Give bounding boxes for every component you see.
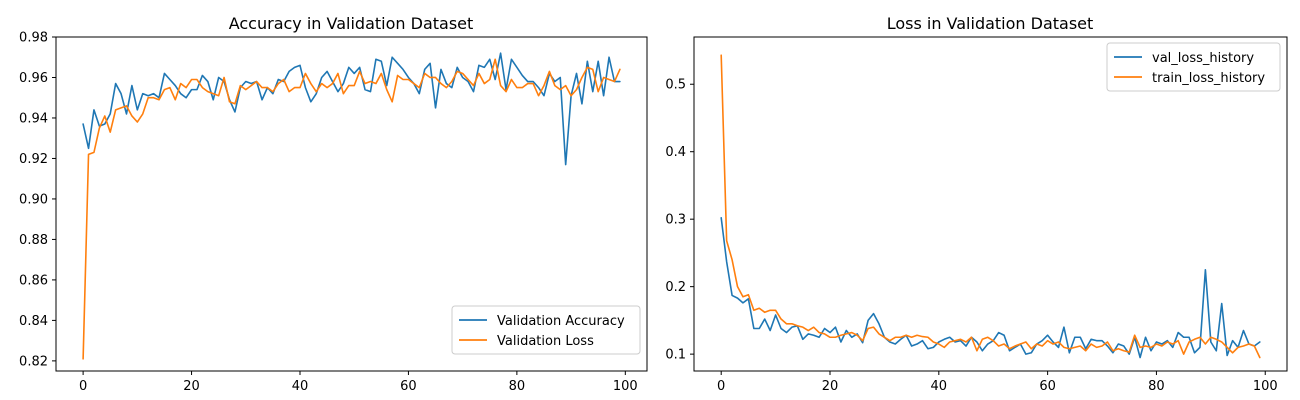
legend: Validation Accuracy Validation Loss (451, 305, 641, 355)
x-tick-label: 60 (1039, 379, 1056, 394)
chart-title: Accuracy in Validation Dataset (229, 14, 474, 33)
y-tick-label: 0.1 (665, 348, 686, 363)
y-tick-label: 0.84 (19, 314, 48, 329)
series-group (720, 54, 1261, 359)
x-tick-label: 100 (613, 379, 638, 394)
y-tick-label: 0.2 (665, 280, 686, 295)
chart-title: Loss in Validation Dataset (887, 14, 1094, 33)
legend-box (1106, 42, 1281, 92)
legend-label-validation-accuracy: Validation Accuracy (497, 314, 625, 329)
x-tick-label: 40 (292, 379, 309, 394)
x-tick-label: 0 (717, 379, 725, 394)
y-tick-label: 0.3 (665, 213, 686, 228)
series-line-val-loss-history (720, 217, 1261, 359)
y-tick-label: 0.96 (19, 71, 48, 86)
y-tick-label: 0.98 (19, 31, 48, 46)
series-line-validation-accuracy (82, 52, 621, 166)
series-line-validation-loss (82, 58, 621, 360)
axes: 0 20 40 60 80 100 0.82 0.84 0.86 0.88 0.90 0.92 0.94… (19, 31, 638, 395)
legend-label-train-loss-history: train_loss_history (1152, 71, 1265, 86)
y-tick-label: 0.82 (19, 354, 48, 369)
chart-loss: Loss in Validation Dataset 0 20 40 60 80 1000… (665, 14, 1288, 394)
x-tick-label: 80 (1148, 379, 1165, 394)
axes: 0 20 40 60 80 100 0.1 0.2 0.3 0.4 0.5 (665, 78, 1277, 394)
series-line-train-loss-history (720, 54, 1261, 359)
x-tick-label: 40 (931, 379, 948, 394)
x-tick-label: 20 (822, 379, 839, 394)
plot-frame (693, 36, 1288, 372)
chart-accuracy: Accuracy in Validation Dataset 0 20 40 60 80… (19, 14, 648, 395)
y-tick-label: 0.86 (19, 273, 48, 288)
series-group (82, 52, 621, 360)
y-tick-label: 0.4 (665, 145, 686, 160)
x-tick-label: 80 (509, 379, 526, 394)
y-tick-label: 0.88 (19, 233, 48, 248)
y-tick-label: 0.92 (19, 152, 48, 167)
y-tick-label: 0.94 (19, 111, 48, 126)
y-tick-label: 0.90 (19, 192, 48, 207)
legend-label-validation-loss: Validation Loss (497, 334, 594, 349)
plot-frame (55, 36, 648, 372)
legend-box (451, 305, 641, 355)
x-tick-label: 20 (183, 379, 200, 394)
y-tick-label: 0.5 (665, 78, 686, 93)
legend-label-val-loss-history: val_loss_history (1152, 51, 1254, 66)
x-tick-label: 100 (1253, 379, 1278, 394)
x-tick-label: 0 (79, 379, 87, 394)
x-tick-label: 60 (400, 379, 417, 394)
legend: val_loss_history train_loss_history (1106, 42, 1281, 92)
